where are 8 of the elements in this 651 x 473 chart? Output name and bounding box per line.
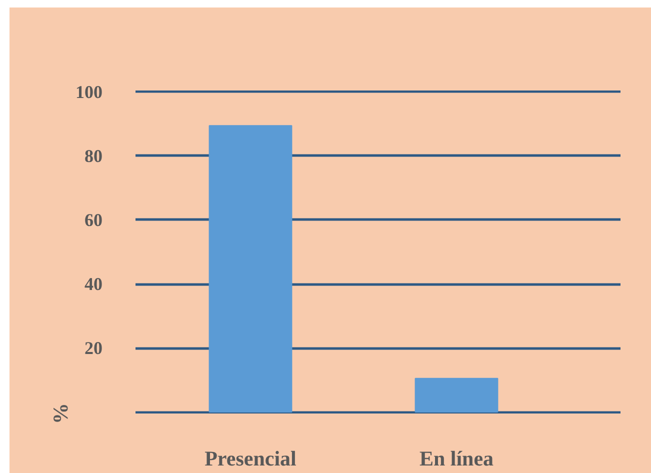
y-tick-label: 40 [84,274,102,294]
x-tick-label: Presencial [204,446,297,470]
y-tick-label: 100 [76,82,102,102]
y-tick-label: 20 [84,338,102,358]
y-tick-label: 60 [84,210,102,230]
x-tick-label: En línea [419,446,494,470]
y-axis-title: % [48,403,72,424]
y-tick-label: 80 [84,146,102,166]
